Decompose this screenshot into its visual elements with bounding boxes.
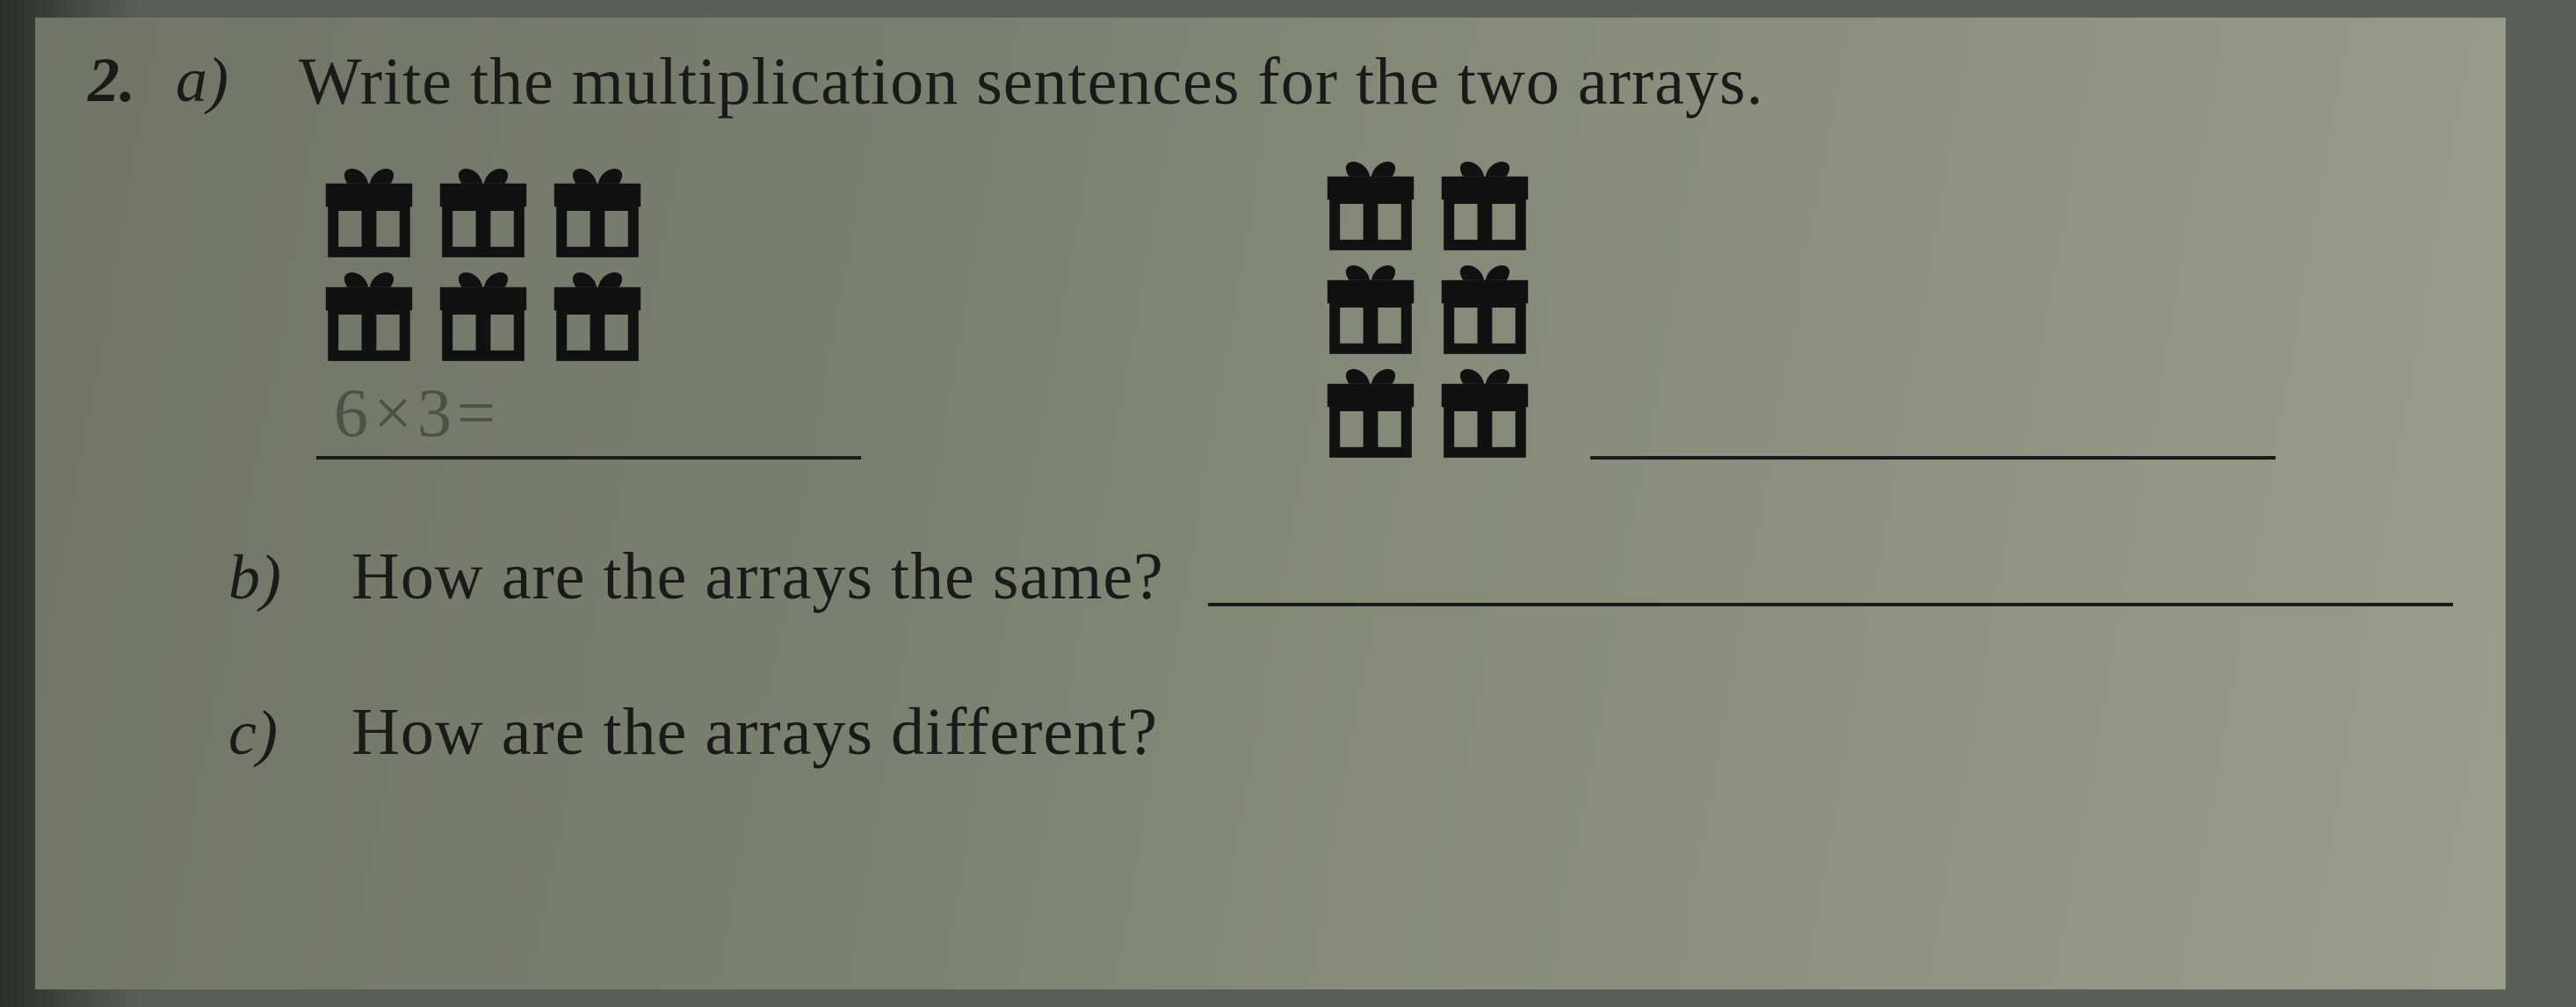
- gift-icon: [1432, 156, 1538, 252]
- arrays-container: 6×3=: [316, 156, 2453, 460]
- gift-icon: [316, 266, 422, 363]
- array-row: [1318, 156, 1538, 252]
- array-1-grid: [316, 163, 650, 363]
- question-number: 2.: [88, 44, 149, 117]
- question-2b-row: b) How are the arrays the same?: [228, 539, 2453, 615]
- gift-icon: [1318, 259, 1423, 356]
- gift-icon: [1318, 363, 1423, 460]
- gift-icon: [431, 163, 536, 259]
- worksheet-page: 2. a) Write the multiplication sentences…: [35, 18, 2506, 989]
- gift-icon: [545, 163, 650, 259]
- gift-icon: [316, 163, 422, 259]
- part-letter-c: c): [228, 697, 325, 770]
- gift-icon: [431, 266, 536, 363]
- gift-icon: [1432, 259, 1538, 356]
- array-row: [316, 163, 650, 259]
- array-row: [316, 266, 650, 363]
- gift-icon: [1318, 156, 1423, 252]
- gift-icon: [1432, 259, 1538, 356]
- gift-icon: [431, 266, 536, 363]
- array-2-answer-line[interactable]: [1590, 380, 2276, 460]
- part-letter-a: a): [176, 44, 272, 117]
- student-answer-1: 6×3=: [316, 373, 501, 453]
- gift-icon: [1432, 156, 1538, 252]
- gift-icon: [1432, 363, 1538, 460]
- part-b-answer-line[interactable]: [1208, 545, 2453, 606]
- gift-icon: [1432, 363, 1538, 460]
- gift-icon: [431, 163, 536, 259]
- gift-icon: [1318, 259, 1423, 356]
- array-1-block: 6×3=: [316, 163, 861, 460]
- array-row: [1318, 259, 1538, 356]
- part-letter-b: b): [228, 541, 325, 614]
- array-2-grid: [1318, 156, 1538, 460]
- gift-icon: [316, 163, 422, 259]
- array-1-answer-line[interactable]: 6×3=: [316, 373, 861, 460]
- part-a-prompt: Write the multiplication sentences for t…: [299, 44, 1764, 120]
- part-c-prompt: How are the arrays different?: [351, 694, 1158, 771]
- array-2-block: [1318, 156, 2276, 460]
- gift-icon: [1318, 156, 1423, 252]
- gift-icon: [316, 266, 422, 363]
- question-2c-row: c) How are the arrays different?: [228, 694, 2453, 771]
- gift-icon: [545, 266, 650, 363]
- question-2a-row: 2. a) Write the multiplication sentences…: [88, 44, 2453, 120]
- gift-icon: [1318, 363, 1423, 460]
- gift-icon: [545, 266, 650, 363]
- array-row: [1318, 363, 1538, 460]
- part-b-prompt: How are the arrays the same?: [351, 539, 1164, 615]
- gift-icon: [545, 163, 650, 259]
